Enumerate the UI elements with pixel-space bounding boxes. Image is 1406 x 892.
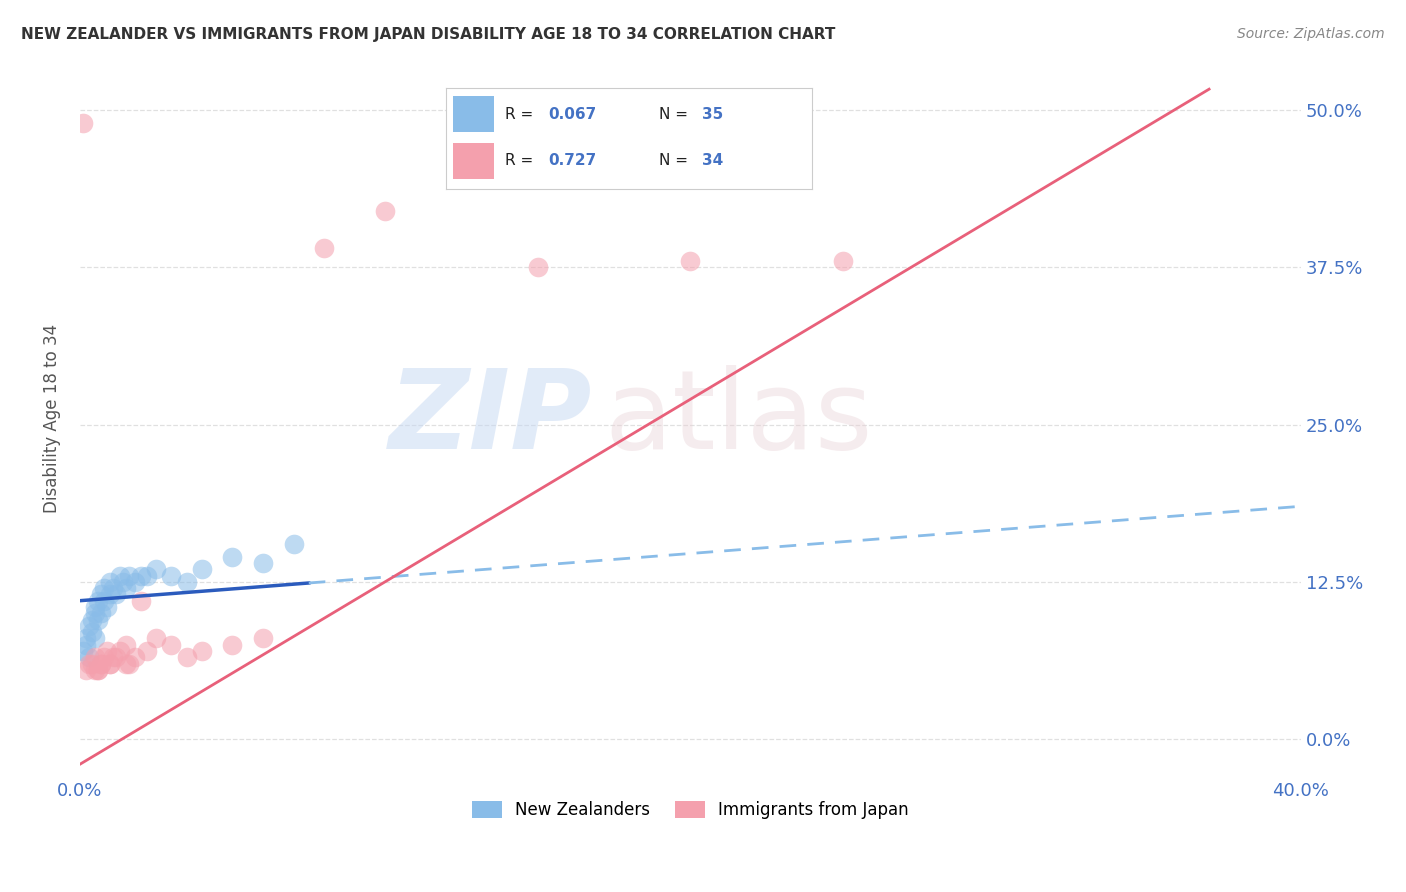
Point xyxy=(114,581,136,595)
Point xyxy=(93,581,115,595)
Point xyxy=(84,599,107,614)
Point xyxy=(103,581,125,595)
Point xyxy=(100,574,122,589)
Point xyxy=(84,650,107,665)
Point xyxy=(80,625,103,640)
Point xyxy=(75,632,97,646)
Point xyxy=(145,632,167,646)
Point xyxy=(77,650,100,665)
Point xyxy=(96,644,118,658)
Point xyxy=(100,657,122,671)
Point xyxy=(80,657,103,671)
Text: atlas: atlas xyxy=(605,365,873,472)
Point xyxy=(100,657,122,671)
Point xyxy=(252,632,274,646)
Point xyxy=(90,607,112,621)
Point xyxy=(90,587,112,601)
Point xyxy=(191,562,214,576)
Point xyxy=(90,657,112,671)
Point xyxy=(87,613,110,627)
Point xyxy=(93,593,115,607)
Point xyxy=(87,593,110,607)
Point xyxy=(191,644,214,658)
Y-axis label: Disability Age 18 to 34: Disability Age 18 to 34 xyxy=(44,324,60,513)
Point xyxy=(129,568,152,582)
Legend: New Zealanders, Immigrants from Japan: New Zealanders, Immigrants from Japan xyxy=(465,795,915,826)
Point xyxy=(124,650,146,665)
Point xyxy=(105,587,128,601)
Point xyxy=(108,568,131,582)
Text: NEW ZEALANDER VS IMMIGRANTS FROM JAPAN DISABILITY AGE 18 TO 34 CORRELATION CHART: NEW ZEALANDER VS IMMIGRANTS FROM JAPAN D… xyxy=(21,27,835,42)
Point xyxy=(111,574,134,589)
Point xyxy=(72,644,94,658)
Point xyxy=(283,537,305,551)
Point xyxy=(96,599,118,614)
Point xyxy=(80,613,103,627)
Point xyxy=(221,549,243,564)
Point xyxy=(118,657,141,671)
Point xyxy=(108,644,131,658)
Point xyxy=(136,568,159,582)
Point xyxy=(90,657,112,671)
Point xyxy=(221,638,243,652)
Point xyxy=(679,254,702,268)
Point xyxy=(312,241,335,255)
Point xyxy=(93,650,115,665)
Point xyxy=(252,556,274,570)
Point xyxy=(75,663,97,677)
Point xyxy=(129,593,152,607)
Point xyxy=(114,638,136,652)
Point xyxy=(114,657,136,671)
Point xyxy=(160,638,183,652)
Point xyxy=(176,650,198,665)
Point xyxy=(77,619,100,633)
Point xyxy=(526,260,548,275)
Point xyxy=(75,638,97,652)
Point xyxy=(87,663,110,677)
Point xyxy=(374,203,396,218)
Point xyxy=(103,650,125,665)
Point xyxy=(145,562,167,576)
Point xyxy=(100,587,122,601)
Text: Source: ZipAtlas.com: Source: ZipAtlas.com xyxy=(1237,27,1385,41)
Point xyxy=(831,254,853,268)
Point xyxy=(87,663,110,677)
Point xyxy=(105,650,128,665)
Point xyxy=(136,644,159,658)
Point xyxy=(84,663,107,677)
Point xyxy=(77,657,100,671)
Point xyxy=(124,574,146,589)
Point xyxy=(118,568,141,582)
Point xyxy=(84,632,107,646)
Point xyxy=(160,568,183,582)
Point xyxy=(84,607,107,621)
Text: ZIP: ZIP xyxy=(389,365,592,472)
Point xyxy=(72,115,94,129)
Point xyxy=(176,574,198,589)
